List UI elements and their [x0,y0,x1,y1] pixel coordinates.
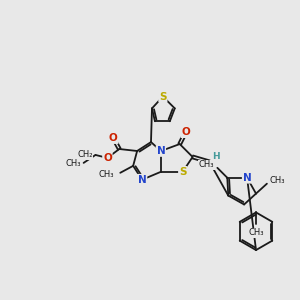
Text: CH₂: CH₂ [77,151,92,160]
Text: O: O [103,153,112,163]
Text: N: N [243,173,251,183]
Text: CH₃: CH₃ [199,160,214,169]
Text: N: N [138,175,146,185]
Text: S: S [179,167,186,177]
Text: CH₃: CH₃ [65,159,81,168]
Text: CH₃: CH₃ [99,170,114,179]
Text: O: O [109,133,118,143]
Text: H: H [213,152,220,161]
Text: CH₃: CH₃ [248,228,264,237]
Text: O: O [181,127,190,137]
Text: S: S [159,92,166,101]
Text: N: N [157,146,165,156]
Text: CH₃: CH₃ [270,176,285,185]
